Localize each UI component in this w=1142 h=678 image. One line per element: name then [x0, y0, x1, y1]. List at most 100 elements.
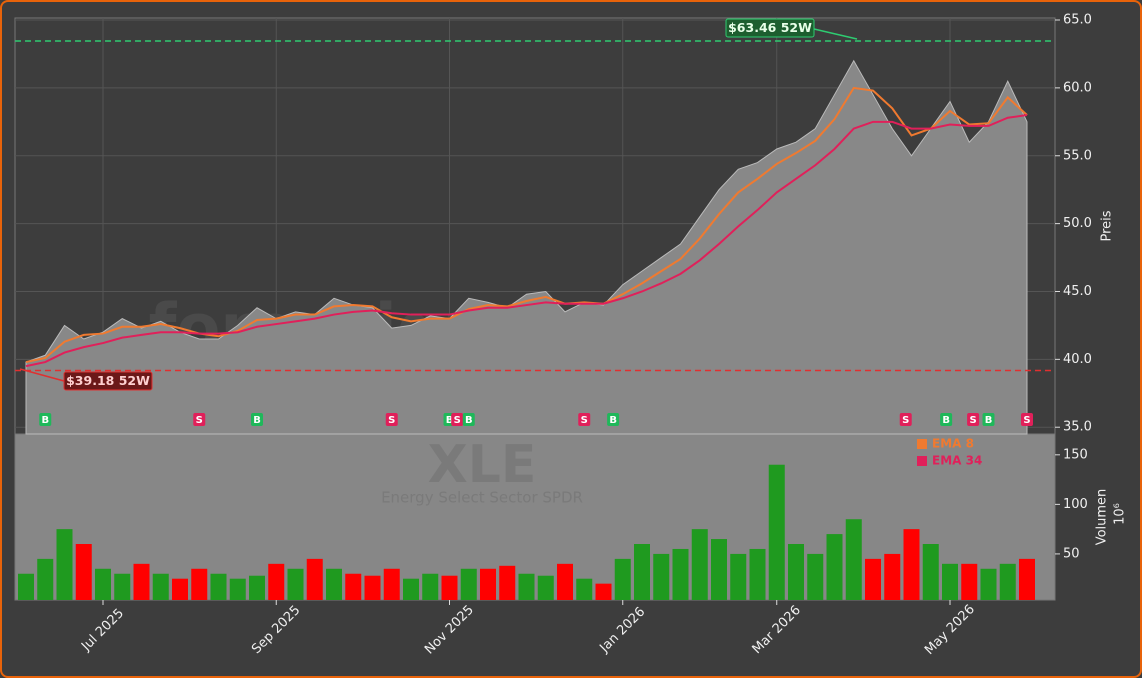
volume-panel [14, 433, 1056, 601]
volume-bar [56, 529, 73, 600]
volume-bar [903, 529, 920, 600]
signal-label: S [388, 415, 395, 426]
legend-label: EMA 8 [932, 437, 974, 451]
signal-marker: B [39, 413, 52, 426]
volume-bar [114, 573, 131, 600]
y-tick-label: 150 [1063, 447, 1088, 462]
annotation-label: $39.18 52W [66, 373, 150, 388]
volume-bar [768, 464, 785, 600]
volume-bar [884, 553, 901, 600]
signal-box [982, 413, 995, 426]
volume-bar [191, 568, 208, 600]
volume-bar [268, 563, 285, 600]
volume-bar [249, 575, 265, 600]
signal-box [967, 413, 980, 426]
volume-bar [634, 544, 650, 600]
volume-bar [152, 573, 169, 600]
signal-label: S [454, 415, 461, 426]
volume-bar [922, 544, 939, 600]
volume-bar [518, 573, 535, 600]
volume-bar [326, 568, 342, 600]
signal-marker: B [940, 413, 953, 426]
signal-label: B [942, 415, 950, 426]
volume-bar [18, 573, 34, 600]
signal-box [607, 413, 620, 426]
signal-marker: S [899, 413, 912, 426]
volume-bar [961, 563, 978, 600]
signal-marker: S [578, 413, 591, 426]
y-tick-label: 50 [1063, 546, 1080, 561]
volume-bar [749, 548, 766, 600]
volume-bar [441, 575, 458, 600]
signal-box [940, 413, 953, 426]
y-tick-label: 35.0 [1063, 420, 1092, 435]
volume-bar [826, 534, 843, 600]
volume-bar [364, 575, 381, 600]
volume-bar [537, 575, 554, 600]
signal-label: B [985, 415, 993, 426]
volume-bar [711, 539, 727, 600]
volume-bar [422, 573, 439, 600]
volume-bar [942, 563, 958, 600]
ema-line [25, 114, 1028, 368]
signal-label: S [902, 415, 909, 426]
volume-bar [730, 553, 747, 600]
signal-marker: S [1021, 413, 1033, 426]
volume-bar [614, 558, 631, 600]
volume-bar [691, 529, 708, 600]
volume-bar [95, 568, 111, 600]
signal-box [899, 413, 912, 426]
signal-marker: S [193, 413, 206, 426]
signal-box [451, 413, 464, 426]
name-watermark: Energy Select Sector SPDR [381, 489, 583, 507]
x-tick-label: Jul 2025 [78, 606, 127, 655]
annotation-arrow [813, 28, 858, 40]
legend-label: EMA 34 [932, 454, 982, 468]
volume-bar [1019, 558, 1035, 600]
volume-bar [576, 578, 593, 600]
volume-bar [999, 563, 1016, 600]
signal-box [193, 413, 206, 426]
signal-label: B [446, 415, 454, 426]
volume-scale-label: 10⁶ [1113, 503, 1128, 525]
volume-bar [480, 568, 496, 600]
signal-marker: S [451, 413, 464, 426]
volume-bar [306, 558, 323, 600]
signal-marker: B [251, 413, 263, 426]
y-tick-label: 60.0 [1063, 80, 1092, 95]
volume-bar [287, 568, 304, 600]
volume-bar [788, 544, 804, 600]
y-tick-label: 50.0 [1063, 216, 1092, 231]
y-tick-label: 40.0 [1063, 352, 1092, 367]
legend-swatch [917, 456, 927, 466]
signal-marker: B [462, 413, 475, 426]
y-axis-label: Preis [1100, 210, 1115, 241]
volume-bar [75, 544, 92, 600]
signal-label: S [581, 415, 588, 426]
volume-bar [499, 565, 516, 600]
volume-bar [653, 553, 670, 600]
volume-bar [210, 573, 227, 600]
signal-label: B [609, 415, 617, 426]
signal-label: B [465, 415, 473, 426]
x-tick-label: Mar 2026 [750, 603, 804, 657]
signal-marker: S [385, 413, 398, 426]
volume-bar [37, 558, 54, 600]
y-tick-label: 45.0 [1063, 284, 1092, 299]
signal-label: B [41, 415, 49, 426]
signal-marker: B [607, 413, 620, 426]
volume-bar [557, 563, 573, 600]
annotation-arrow [19, 368, 65, 382]
signal-box [1021, 413, 1033, 426]
x-tick-label: Jan 2026 [596, 604, 648, 656]
volume-bar [345, 573, 362, 600]
y-tick-label: 65.0 [1063, 13, 1092, 28]
annotation-label: $63.46 52W [728, 20, 812, 35]
volume-bar [229, 578, 246, 600]
annotation-box [725, 18, 815, 38]
volume-bar [845, 519, 862, 600]
signal-marker: B [982, 413, 995, 426]
volume-bar [172, 578, 188, 600]
